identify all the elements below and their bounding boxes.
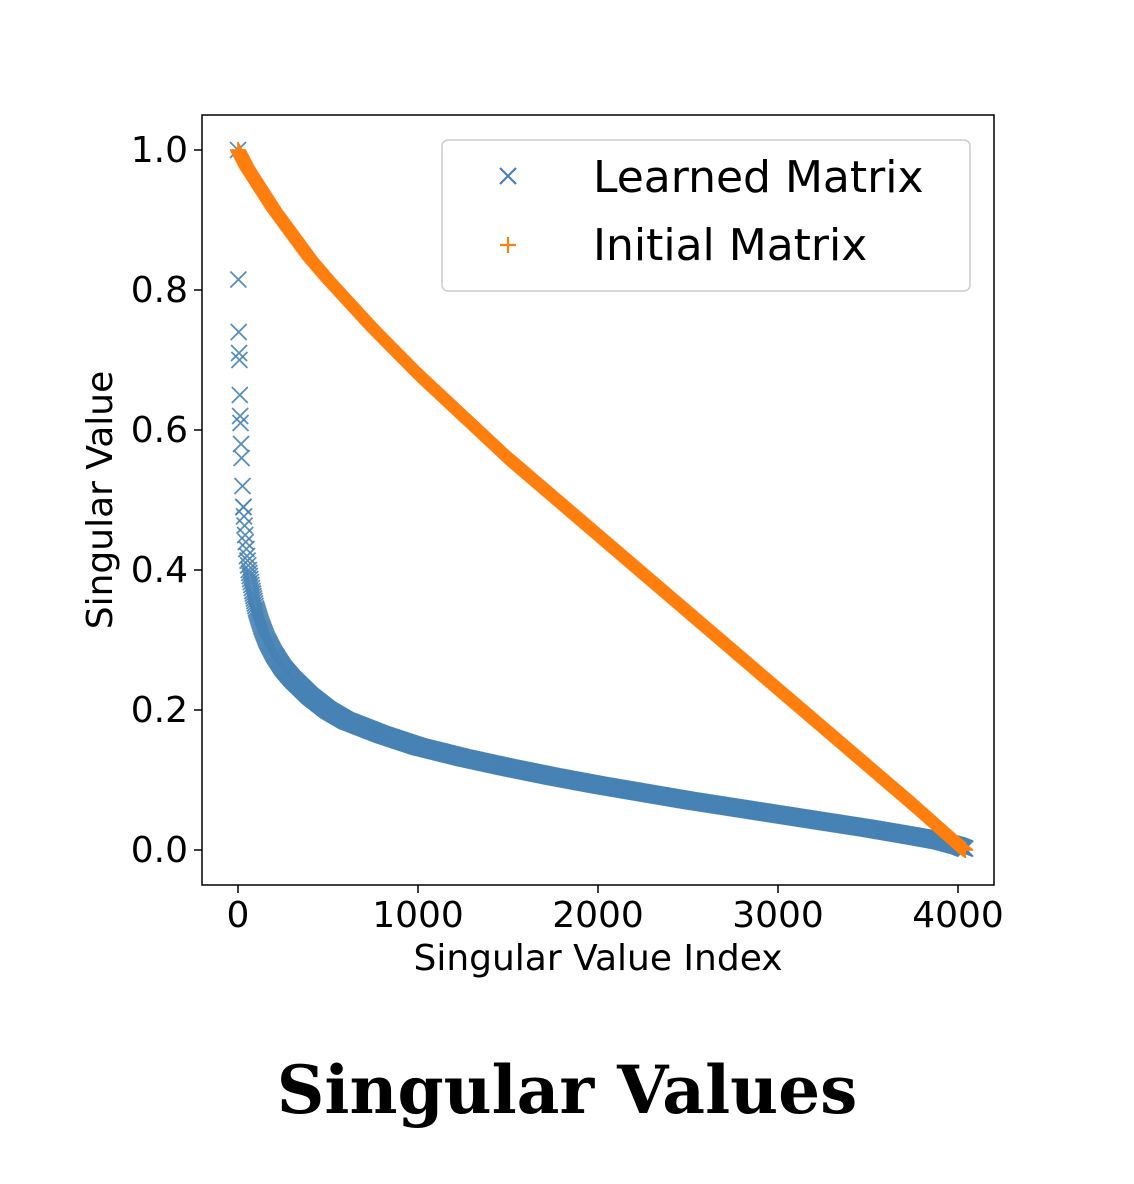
- x-tick-label: 1000: [372, 895, 464, 936]
- y-axis-label: Singular Value: [80, 371, 121, 630]
- learned-matrix-point: [231, 407, 249, 425]
- x-tick-label: 4000: [912, 895, 1004, 936]
- legend: Learned Matrix Initial Matrix: [441, 139, 971, 292]
- learned-matrix-point: [236, 526, 254, 544]
- x-tick-label: 2000: [552, 895, 644, 936]
- x-tick-label: 3000: [732, 895, 824, 936]
- learned-matrix-point: [231, 414, 250, 432]
- learned-matrix-point: [232, 449, 251, 467]
- legend-initial-marker-icon: [500, 237, 516, 253]
- initial-matrix-markers: [230, 142, 974, 858]
- y-tick-label: 0.2: [131, 690, 188, 731]
- x-axis-label: Singular Value Index: [413, 938, 782, 979]
- x-axis-ticks: 0 1000 2000 3000 4000: [227, 885, 1004, 936]
- learned-matrix-point: [230, 351, 249, 369]
- legend-box: [441, 139, 971, 292]
- learned-matrix-point: [233, 477, 252, 495]
- learned-matrix-point: [230, 323, 248, 341]
- y-axis-ticks: 0.0 0.2 0.4 0.6 0.8 1.0: [131, 130, 202, 871]
- legend-learned-label: Learned Matrix: [593, 152, 924, 203]
- learned-matrix-point: [230, 344, 248, 362]
- y-tick-label: 0.8: [131, 270, 188, 311]
- y-tick-label: 0.0: [131, 830, 188, 871]
- learned-matrix-point: [229, 270, 247, 289]
- learned-matrix-point: [232, 435, 250, 453]
- y-tick-label: 0.6: [131, 410, 188, 451]
- legend-initial-label: Initial Matrix: [593, 220, 867, 271]
- y-tick-label: 0.4: [131, 550, 188, 591]
- y-tick-label: 1.0: [131, 130, 188, 171]
- learned-matrix-point: [245, 589, 263, 608]
- legend-learned-marker-icon: [499, 167, 517, 185]
- learned-matrix-point: [231, 386, 249, 404]
- x-tick-label: 0: [227, 895, 250, 936]
- learned-matrix-point: [237, 533, 255, 551]
- figure-caption: Singular Values: [276, 1051, 858, 1129]
- initial-matrix-point: [957, 842, 974, 858]
- learned-matrix-markers: [229, 141, 974, 858]
